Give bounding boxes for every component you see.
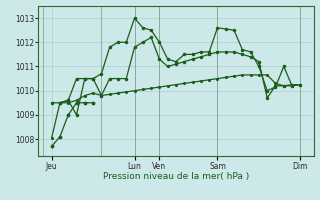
X-axis label: Pression niveau de la mer( hPa ): Pression niveau de la mer( hPa ) <box>103 172 249 181</box>
